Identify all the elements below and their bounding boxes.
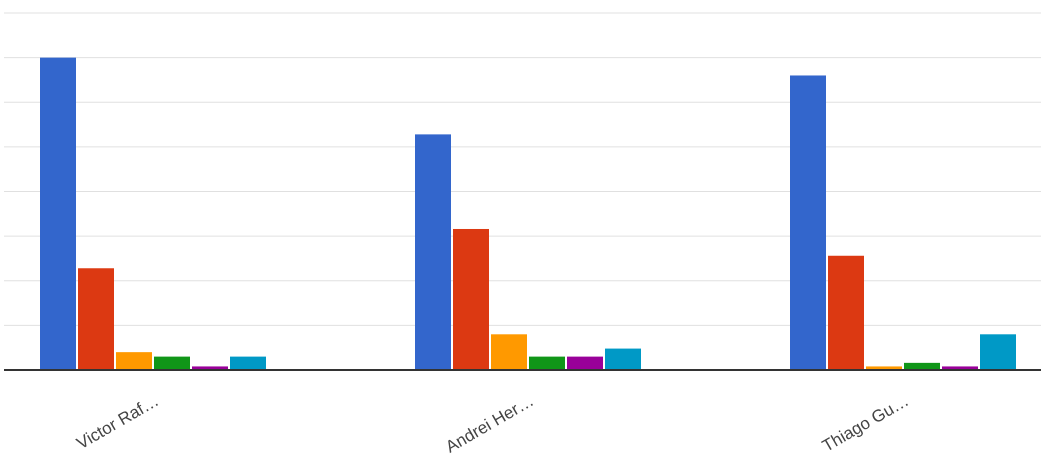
bars: [40, 57, 1016, 370]
bar: [154, 356, 190, 370]
bar: [230, 356, 266, 370]
bar: [790, 75, 826, 370]
bar: [942, 366, 978, 370]
gridlines: [4, 12, 1041, 326]
x-tick-labels: Victor Raf… Andrei Her… Thiago Gu…: [73, 391, 912, 457]
bar: [828, 255, 864, 370]
bar: [605, 348, 641, 370]
bar: [491, 334, 527, 370]
bar: [904, 362, 940, 370]
bar: [192, 366, 228, 370]
bar: [40, 57, 76, 370]
bar: [415, 134, 451, 370]
bar: [529, 356, 565, 370]
bar: [453, 228, 489, 370]
bar: [116, 352, 152, 370]
x-tick-label: Thiago Gu…: [819, 391, 912, 456]
bar: [78, 268, 114, 370]
bar: [980, 334, 1016, 370]
bar: [567, 356, 603, 370]
bar: [866, 366, 902, 370]
x-tick-label: Victor Raf…: [73, 391, 162, 453]
x-tick-label: Andrei Her…: [442, 391, 537, 457]
